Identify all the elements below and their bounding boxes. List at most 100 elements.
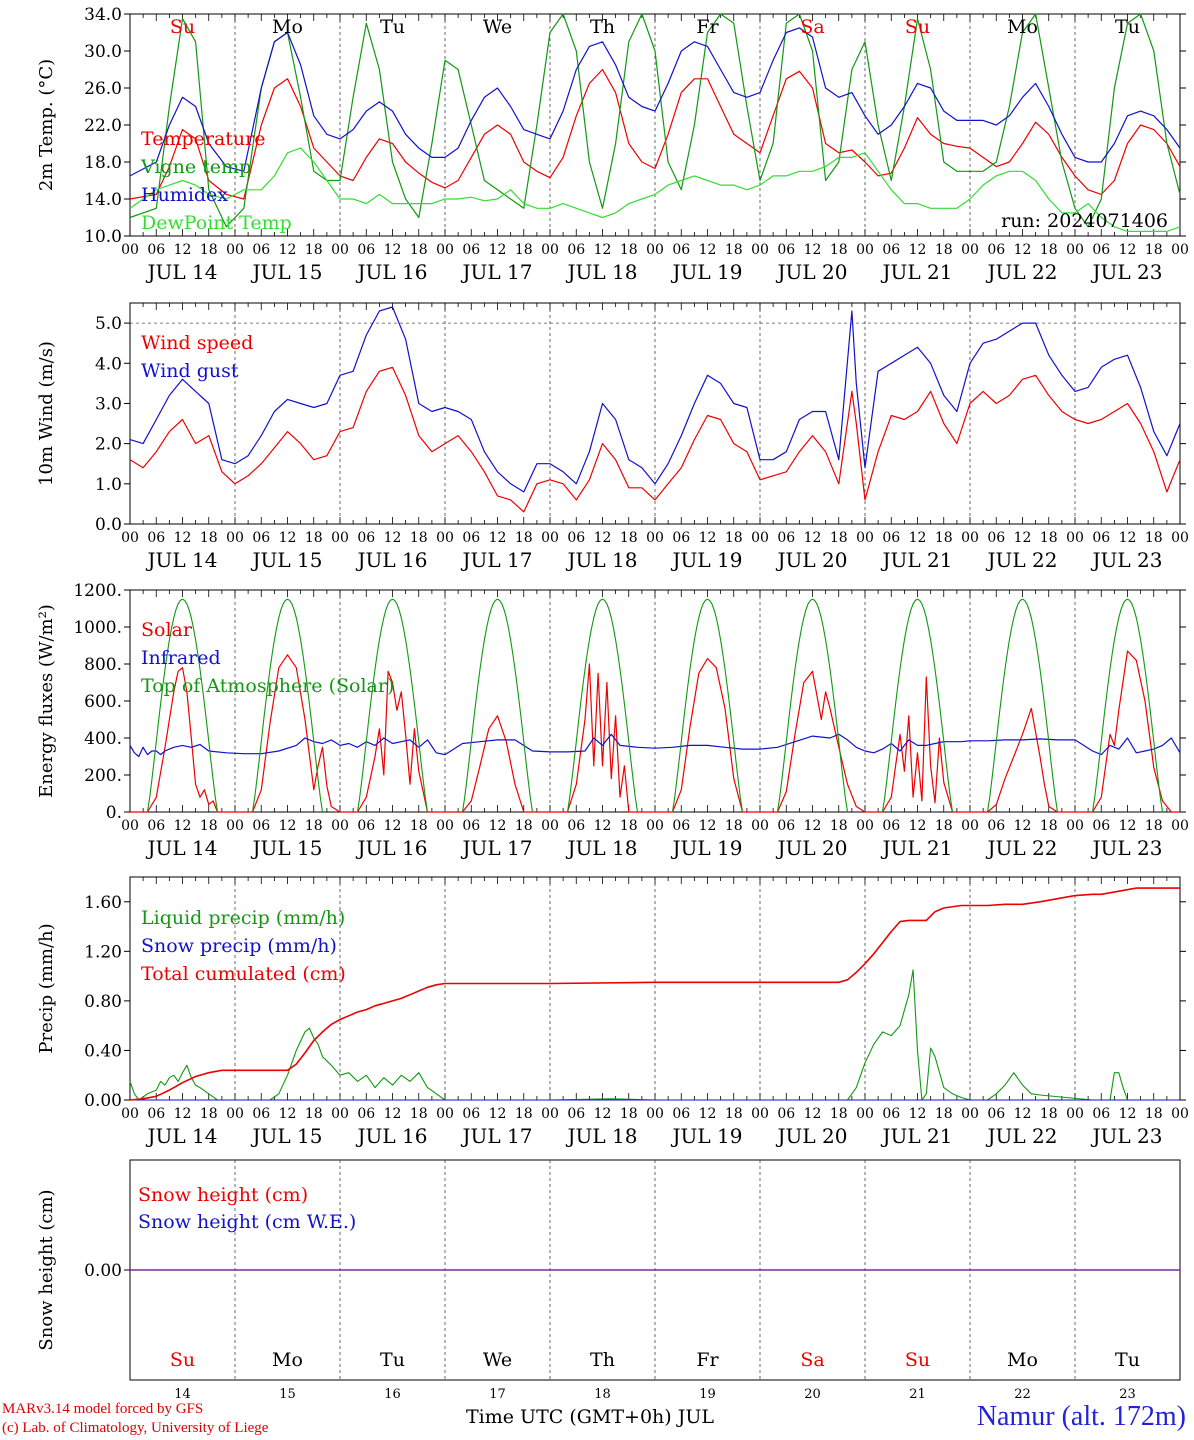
hour-tick-label: 18: [1040, 818, 1058, 834]
y-tick-label: 18.0: [84, 153, 122, 173]
temp-series-line: [129, 147, 1181, 232]
date-label: JUL 19: [671, 836, 743, 860]
hour-tick-label: 12: [489, 818, 507, 834]
hour-tick-label: 00: [646, 530, 664, 546]
hour-tick-label: 12: [1119, 242, 1137, 258]
hour-tick-label: 06: [147, 242, 165, 258]
hour-tick-label: 12: [1119, 818, 1137, 834]
hour-tick-label: 00: [751, 1106, 769, 1122]
date-label: JUL 16: [356, 1124, 428, 1148]
hour-tick-label: 00: [226, 1106, 244, 1122]
hour-tick-label: 00: [751, 818, 769, 834]
hour-tick-label: 18: [1040, 1106, 1058, 1122]
hour-tick-label: 12: [279, 1106, 297, 1122]
date-label: JUL 14: [146, 260, 218, 284]
hour-tick-label: 18: [305, 1106, 323, 1122]
y-tick-label: 34.0: [84, 5, 122, 25]
toa-solar-arch: [776, 598, 849, 813]
station-name: Namur (alt. 172m): [976, 1401, 1186, 1432]
date-label: JUL 21: [881, 260, 953, 284]
hour-tick-label: 06: [147, 1106, 165, 1122]
hour-tick-label: 12: [174, 1106, 192, 1122]
hour-tick-label: 06: [462, 818, 480, 834]
hour-tick-label: 06: [462, 1106, 480, 1122]
y-tick-label: 0.40: [84, 1041, 122, 1061]
hour-tick-label: 00: [1066, 242, 1084, 258]
hour-tick-label: 12: [174, 242, 192, 258]
hour-tick-label: 06: [567, 242, 585, 258]
hour-tick-label: 00: [436, 1106, 454, 1122]
hour-tick-label: 06: [147, 530, 165, 546]
temp-series-line: [129, 27, 1181, 177]
weekday-label-bottom: Sa: [800, 1349, 824, 1371]
date-label: JUL 21: [881, 1124, 953, 1148]
temp-legend-entry: Temperature: [141, 128, 265, 150]
date-label: JUL 23: [1091, 260, 1163, 284]
y-tick-label: 0.80: [84, 992, 122, 1012]
hour-tick-label: 12: [909, 242, 927, 258]
hour-tick-label: 06: [567, 818, 585, 834]
y-tick-label: 400.: [84, 729, 122, 749]
hour-tick-label: 00: [436, 818, 454, 834]
y-axis-label: 2m Temp. (°C): [36, 59, 57, 191]
y-tick-label: 200.: [84, 766, 122, 786]
y-tick-label: 0.00: [84, 1091, 122, 1111]
weekday-label-top: Mo: [272, 16, 303, 38]
y-tick-label: 1000.: [73, 618, 122, 638]
hour-tick-label: 18: [935, 530, 953, 546]
weekday-label-top: We: [483, 16, 512, 38]
hour-tick-label: 18: [515, 1106, 533, 1122]
hour-tick-label: 00: [436, 530, 454, 546]
hour-tick-label: 00: [961, 530, 979, 546]
hour-tick-label: 18: [200, 1106, 218, 1122]
date-label: JUL 23: [1091, 1124, 1163, 1148]
toa-solar-arch: [1091, 598, 1164, 813]
date-label: JUL 15: [251, 548, 323, 572]
y-tick-label: 26.0: [84, 79, 122, 99]
toa-solar-arch: [566, 598, 639, 813]
weekday-label-bottom: Su: [170, 1349, 195, 1371]
date-label: JUL 17: [461, 548, 533, 572]
hour-tick-label: 18: [200, 242, 218, 258]
hour-tick-label: 12: [1014, 1106, 1032, 1122]
hour-tick-label: 06: [777, 242, 795, 258]
hour-tick-label: 06: [1092, 242, 1110, 258]
weekday-label-bottom: Mo: [272, 1349, 303, 1371]
precip-series-line: [129, 969, 1180, 1101]
date-label: JUL 19: [671, 1124, 743, 1148]
hour-tick-label: 12: [489, 1106, 507, 1122]
hour-tick-label: 00: [961, 1106, 979, 1122]
hour-tick-label: 12: [174, 818, 192, 834]
date-label: JUL 17: [461, 1124, 533, 1148]
weekday-label-bottom: Tu: [380, 1349, 405, 1371]
hour-tick-label: 18: [200, 530, 218, 546]
hour-tick-label: 06: [882, 242, 900, 258]
toa-solar-arch: [881, 598, 954, 813]
hour-tick-label: 12: [1014, 530, 1032, 546]
hour-tick-label: 18: [620, 1106, 638, 1122]
y-tick-label: 30.0: [84, 42, 122, 62]
weekday-label-top: Su: [170, 16, 195, 38]
temp-legend-entry: Humidex: [141, 184, 228, 206]
date-label: JUL 21: [881, 548, 953, 572]
hour-tick-label: 00: [961, 818, 979, 834]
y-tick-label: 1200.: [73, 581, 122, 601]
hour-tick-label: 06: [987, 818, 1005, 834]
weekday-label-top: Fr: [696, 16, 719, 38]
hour-tick-label: 12: [1119, 1106, 1137, 1122]
hour-tick-label: 06: [567, 1106, 585, 1122]
date-label: JUL 22: [986, 548, 1058, 572]
hour-tick-label: 12: [1119, 530, 1137, 546]
weekday-label-bottom: Mo: [1007, 1349, 1038, 1371]
hour-tick-label: 12: [384, 242, 402, 258]
date-label: JUL 18: [566, 548, 638, 572]
hour-tick-label: 12: [699, 1106, 717, 1122]
hour-tick-label: 00: [121, 818, 139, 834]
hour-tick-label: 12: [699, 530, 717, 546]
hour-tick-label: 00: [226, 818, 244, 834]
hour-tick-label: 06: [357, 818, 375, 834]
hour-tick-label: 12: [594, 242, 612, 258]
hour-tick-label: 18: [725, 1106, 743, 1122]
weekday-label-top: Tu: [1115, 16, 1140, 38]
